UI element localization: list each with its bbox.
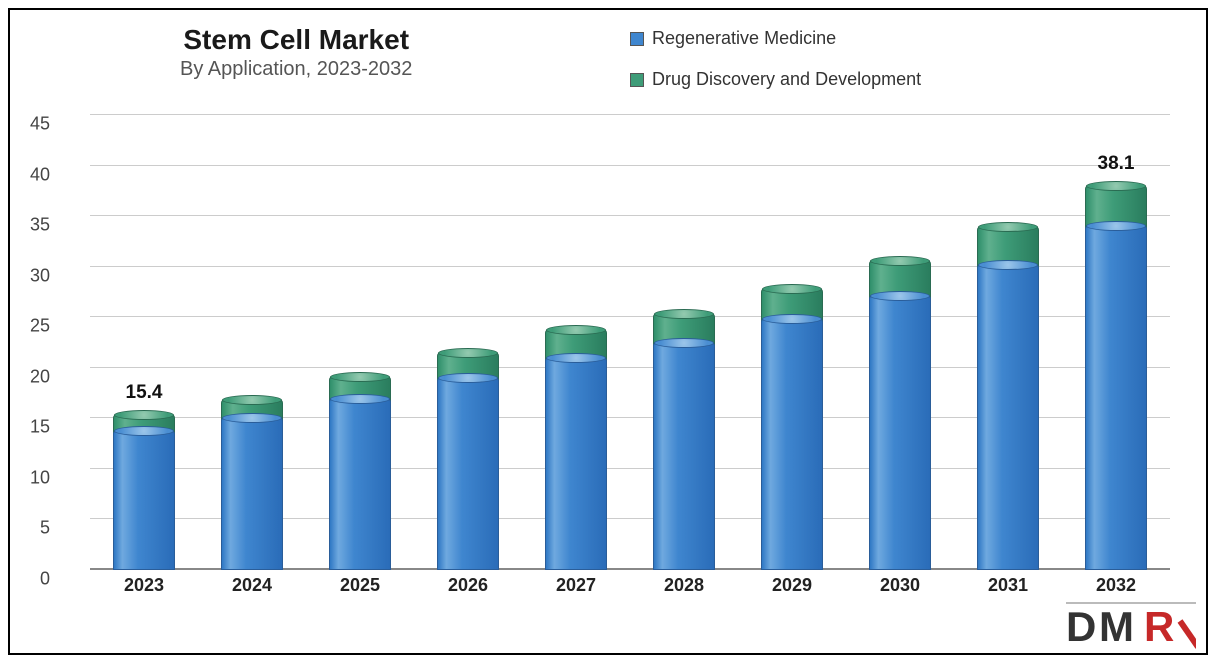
x-label: 2029 (772, 575, 812, 596)
bar-cap-drug (870, 256, 930, 266)
data-label: 15.4 (126, 382, 163, 404)
bar-seg-regen (437, 377, 499, 570)
bar-cap-drug (114, 410, 174, 420)
bar-seg-regen (113, 430, 175, 570)
bar-seg-regen (761, 318, 823, 570)
y-tick: 30 (16, 265, 50, 286)
bar-seg-regen (329, 398, 391, 570)
y-tick: 20 (16, 366, 50, 387)
bar-cap-drug (1086, 181, 1146, 191)
bar-cap-regen (222, 413, 282, 423)
x-label: 2031 (988, 575, 1028, 596)
chart-frame: Stem Cell Market By Application, 2023-20… (8, 8, 1208, 655)
bar-cap-drug (654, 309, 714, 319)
legend-swatch-drug (630, 73, 644, 87)
bar-cap-drug (762, 284, 822, 294)
bar-cap-regen (438, 373, 498, 383)
x-label: 2024 (232, 575, 272, 596)
y-tick: 10 (16, 467, 50, 488)
bar-seg-regen (977, 264, 1039, 570)
bar-cap-drug (222, 395, 282, 405)
x-label: 2025 (340, 575, 380, 596)
bar-cap-drug (438, 348, 498, 358)
chart-title: Stem Cell Market (180, 24, 412, 56)
y-tick: 15 (16, 417, 50, 438)
bar-cap-drug (330, 372, 390, 382)
data-label: 38.1 (1098, 153, 1135, 175)
legend-swatch-regen (630, 32, 644, 46)
svg-text:D: D (1066, 603, 1096, 649)
legend-item-drug: Drug Discovery and Development (630, 69, 921, 90)
bar-cap-drug (978, 222, 1038, 232)
x-label: 2028 (664, 575, 704, 596)
bar-seg-regen (545, 357, 607, 570)
bar-cap-regen (1086, 221, 1146, 231)
bar-cap-regen (870, 291, 930, 301)
chart-subtitle: By Application, 2023-2032 (180, 58, 412, 81)
x-label: 2030 (880, 575, 920, 596)
bars-container: 15.4 38.1 (90, 115, 1170, 570)
x-label: 2023 (124, 575, 164, 596)
x-label: 2027 (556, 575, 596, 596)
legend-label-drug: Drug Discovery and Development (652, 69, 921, 90)
y-tick: 5 (16, 518, 50, 539)
svg-text:M: M (1099, 603, 1134, 649)
bar-seg-regen (1085, 225, 1147, 570)
bar-cap-regen (114, 426, 174, 436)
bar-seg-regen (869, 295, 931, 570)
y-tick: 0 (16, 569, 50, 590)
legend-item-regen: Regenerative Medicine (630, 28, 921, 49)
dmr-logo: D M R (1066, 601, 1196, 649)
x-label: 2032 (1096, 575, 1136, 596)
bar-cap-regen (546, 353, 606, 363)
bar-cap-regen (978, 260, 1038, 270)
bar-cap-drug (546, 325, 606, 335)
bar-seg-regen (221, 417, 283, 570)
svg-text:R: R (1144, 603, 1174, 649)
bar-cap-regen (330, 394, 390, 404)
plot-area: 051015202530354045 15.438.1 (90, 115, 1170, 570)
title-block: Stem Cell Market By Application, 2023-20… (180, 24, 412, 81)
y-tick: 25 (16, 316, 50, 337)
bar-cap-regen (654, 338, 714, 348)
bar-cap-regen (762, 314, 822, 324)
bar-seg-regen (653, 342, 715, 571)
legend-label-regen: Regenerative Medicine (652, 28, 836, 49)
x-label: 2026 (448, 575, 488, 596)
y-tick: 35 (16, 215, 50, 236)
legend: Regenerative Medicine Drug Discovery and… (630, 28, 921, 110)
y-tick: 45 (16, 114, 50, 135)
y-tick: 40 (16, 164, 50, 185)
